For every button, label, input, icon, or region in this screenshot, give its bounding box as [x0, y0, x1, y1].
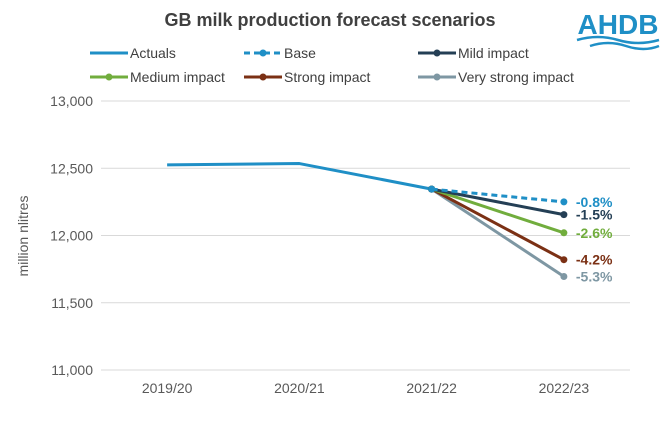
legend-marker — [259, 73, 267, 81]
series-actuals — [167, 162, 432, 191]
x-axis-ticks: 2019/20 2020/21 2021/22 2022/23 — [142, 380, 590, 396]
data-annotations: -0.8%-1.5% -2.6% -4.2%-5.3% — [576, 194, 613, 285]
legend-label: Medium impact — [130, 69, 225, 85]
line-strong-impact — [430, 187, 565, 262]
y-tick-label: 11,000 — [51, 362, 93, 378]
legend-label: Strong impact — [284, 69, 370, 85]
annotation-base: -0.8% — [576, 194, 613, 210]
x-tick-label: 2019/20 — [142, 380, 193, 396]
point-very-strong-impact — [560, 273, 568, 281]
legend-item-strong-impact: Strong impact — [244, 69, 370, 85]
legend-item-actuals: Actuals — [90, 45, 176, 61]
x-tick-label: 2020/21 — [274, 380, 325, 396]
chart-legend: Actuals Base Mild impact Medium impact Stron… — [90, 45, 574, 85]
legend-label: Very strong impact — [458, 69, 574, 85]
y-tick-label: 12,500 — [50, 160, 93, 176]
line-mild-impact — [431, 187, 565, 217]
y-axis-ticks: 11,000 11,500 12,000 12,500 13,000 — [50, 93, 93, 378]
annotation-medium-impact: -2.6% — [576, 225, 613, 241]
legend-item-medium-impact: Medium impact — [90, 69, 225, 85]
point-mild-impact — [560, 211, 568, 219]
ahdb-logo-wave-1 — [576, 35, 660, 45]
legend-marker — [259, 49, 267, 57]
ahdb-logo: AHDB — [576, 9, 660, 51]
legend-marker — [433, 49, 441, 57]
annotation-strong-impact: -4.2% — [576, 252, 613, 268]
point-strong-impact — [560, 256, 568, 264]
legend-label: Base — [284, 45, 316, 61]
line-very-strong-impact — [430, 187, 565, 278]
legend-label: Actuals — [130, 45, 176, 61]
y-tick-label: 12,000 — [50, 228, 93, 244]
point-base — [560, 198, 568, 206]
ahdb-logo-text: AHDB — [578, 9, 659, 40]
legend-marker — [433, 73, 441, 81]
x-tick-label: 2021/22 — [406, 380, 457, 396]
y-tick-label: 13,000 — [50, 93, 93, 109]
x-tick-label: 2022/23 — [539, 380, 590, 396]
annotation-mild-impact: -1.5% — [576, 207, 613, 223]
y-axis-label: million nlitres — [15, 196, 31, 277]
gridlines — [101, 100, 630, 371]
legend-item-mild-impact: Mild impact — [418, 45, 529, 61]
legend-item-base: Base — [244, 45, 316, 61]
ahdb-logo-wave-2 — [589, 41, 660, 51]
annotation-very-strong-impact: -5.3% — [576, 269, 613, 285]
line-base — [431, 187, 565, 204]
legend-item-very-strong-impact: Very strong impact — [418, 69, 574, 85]
point-medium-impact — [560, 229, 568, 237]
legend-marker — [105, 73, 113, 81]
point-base — [428, 185, 436, 193]
chart-title: GB milk production forecast scenarios — [164, 10, 495, 30]
y-tick-label: 11,500 — [51, 295, 93, 311]
series-base — [428, 185, 568, 206]
legend-label: Mild impact — [458, 45, 529, 61]
line-actuals — [167, 162, 432, 191]
series-strong-impact — [428, 185, 568, 264]
line-medium-impact — [431, 187, 565, 235]
series-lines — [167, 162, 568, 281]
